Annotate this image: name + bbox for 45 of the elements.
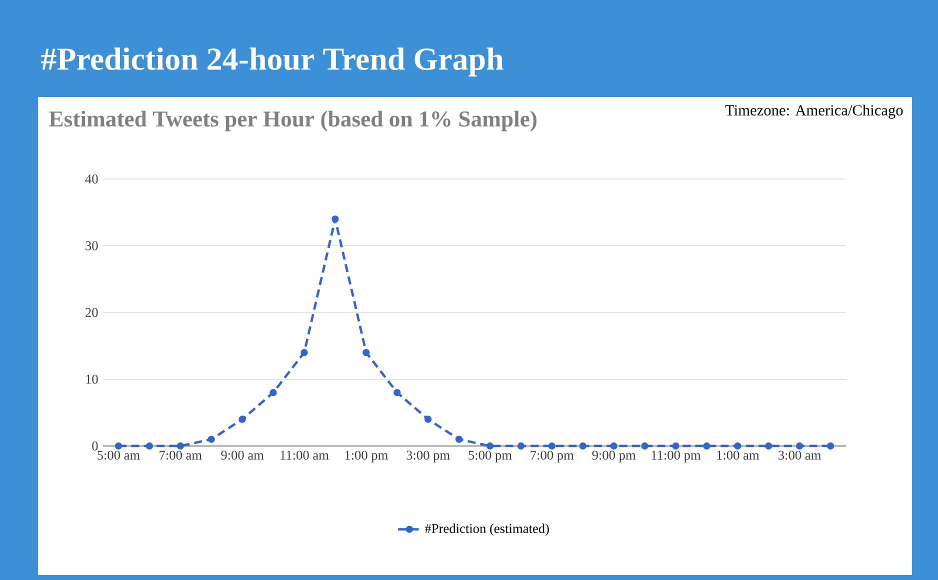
y-tick-label: 20 xyxy=(86,308,98,317)
point xyxy=(146,442,154,450)
text: Timezone: America/Chicago xyxy=(725,104,903,119)
point xyxy=(424,416,432,423)
point xyxy=(734,442,742,450)
point xyxy=(270,388,277,396)
x-tick-label: 9:00 pm xyxy=(592,450,636,462)
x-tick-label: 3:00 am xyxy=(778,450,822,460)
x-tick-label: 11:00 am xyxy=(280,450,329,460)
point xyxy=(517,442,525,450)
y-tick-label: 30 xyxy=(86,241,98,250)
point xyxy=(765,442,772,450)
chart-subtitle: Estimated Tweets per Hour (based on 1% Sample) xyxy=(49,110,536,132)
point xyxy=(238,416,246,423)
y-tick-label: 40 xyxy=(85,174,98,184)
point xyxy=(641,442,648,450)
point xyxy=(610,442,618,450)
x-tick-label: 1:00 pm xyxy=(345,450,388,462)
point xyxy=(826,442,834,450)
chart-title: #Prediction 24-hour Trend Graph xyxy=(41,47,504,76)
point xyxy=(796,442,804,450)
point xyxy=(486,442,494,450)
x-tick-label: 7:00 am xyxy=(160,450,202,460)
point xyxy=(300,348,308,356)
x-tick-label: 5:00 am xyxy=(98,450,140,460)
point xyxy=(114,442,122,450)
point xyxy=(208,436,215,443)
x-tick-label: 11:00 pm xyxy=(652,450,701,462)
point xyxy=(176,442,184,450)
point xyxy=(332,215,339,223)
x-tick-label: 1:00 am xyxy=(717,450,760,460)
point xyxy=(455,436,463,443)
x-tick-label: 5:00 pm xyxy=(468,450,512,462)
point xyxy=(548,442,556,450)
point xyxy=(672,442,680,450)
x-tick-label: 3:00 pm xyxy=(406,450,450,462)
point xyxy=(703,442,710,450)
point xyxy=(579,442,586,450)
x-tick-label: 9:00 am xyxy=(221,450,264,460)
y-tick-label: 10 xyxy=(86,374,98,384)
x-tick-label: 7:00 pm xyxy=(530,450,574,462)
point xyxy=(362,348,370,356)
point xyxy=(394,388,401,396)
y-tick-label: 0 xyxy=(92,441,98,450)
legend-label: #Prediction (estimated) xyxy=(424,524,549,536)
